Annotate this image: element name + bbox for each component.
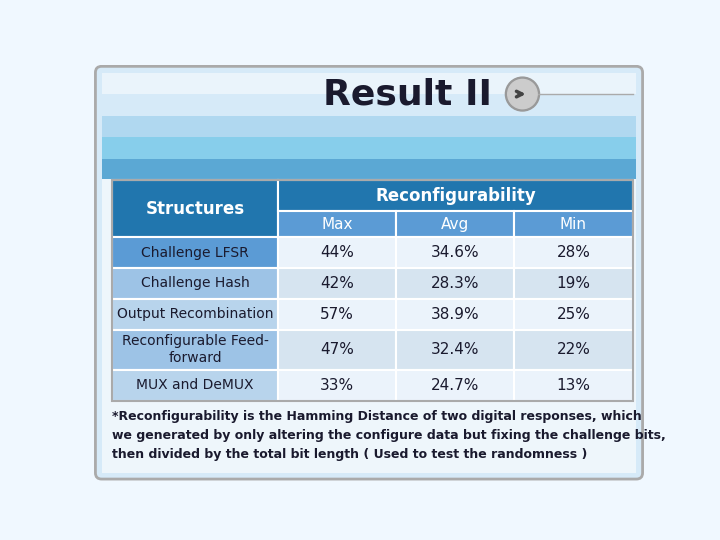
Bar <box>514 370 632 401</box>
Text: 42%: 42% <box>320 276 354 291</box>
Bar <box>396 330 514 370</box>
Text: 57%: 57% <box>320 307 354 322</box>
Bar <box>112 299 279 330</box>
Text: Challenge LFSR: Challenge LFSR <box>141 246 249 260</box>
Bar <box>112 370 279 401</box>
Circle shape <box>508 79 537 109</box>
Bar <box>514 211 632 237</box>
Bar <box>396 237 514 268</box>
Text: Reconfigurability: Reconfigurability <box>375 187 536 205</box>
Text: Max: Max <box>321 217 353 232</box>
Bar <box>102 94 636 116</box>
Circle shape <box>505 77 539 111</box>
Text: *Reconfigurability is the Hamming Distance of two digital responses, which
we ge: *Reconfigurability is the Hamming Distan… <box>112 410 665 461</box>
Bar <box>102 179 636 473</box>
FancyBboxPatch shape <box>96 66 642 479</box>
Bar <box>396 370 514 401</box>
Bar <box>396 211 514 237</box>
Text: 28.3%: 28.3% <box>431 276 480 291</box>
Bar <box>112 180 632 401</box>
Text: 34.6%: 34.6% <box>431 245 480 260</box>
Bar <box>102 159 636 180</box>
Bar <box>112 330 279 370</box>
Bar <box>102 137 636 159</box>
Bar <box>396 268 514 299</box>
Bar <box>514 237 632 268</box>
Bar <box>112 268 279 299</box>
Text: 25%: 25% <box>557 307 590 322</box>
Text: 38.9%: 38.9% <box>431 307 480 322</box>
Text: Avg: Avg <box>441 217 469 232</box>
Bar <box>279 299 396 330</box>
Bar <box>279 268 396 299</box>
Bar <box>514 299 632 330</box>
Bar <box>279 330 396 370</box>
Bar <box>102 116 636 137</box>
Text: 28%: 28% <box>557 245 590 260</box>
Bar <box>279 370 396 401</box>
Text: Structures: Structures <box>145 200 245 218</box>
Text: 24.7%: 24.7% <box>431 377 480 393</box>
Text: 13%: 13% <box>557 377 590 393</box>
Text: 33%: 33% <box>320 377 354 393</box>
Text: 47%: 47% <box>320 342 354 357</box>
Text: 19%: 19% <box>557 276 590 291</box>
Bar <box>279 211 396 237</box>
Text: Min: Min <box>560 217 587 232</box>
Text: Result II: Result II <box>323 77 492 111</box>
Text: Reconfigurable Feed-
forward: Reconfigurable Feed- forward <box>122 334 269 366</box>
Text: Output Recombination: Output Recombination <box>117 307 274 321</box>
Bar <box>396 299 514 330</box>
Bar <box>112 180 279 237</box>
Bar <box>102 72 636 94</box>
Text: 44%: 44% <box>320 245 354 260</box>
Bar <box>514 268 632 299</box>
Bar <box>112 237 279 268</box>
Text: 22%: 22% <box>557 342 590 357</box>
Bar <box>514 330 632 370</box>
Text: Challenge Hash: Challenge Hash <box>140 276 249 291</box>
Bar <box>279 180 632 211</box>
Text: MUX and DeMUX: MUX and DeMUX <box>136 378 253 392</box>
Text: 32.4%: 32.4% <box>431 342 480 357</box>
Bar <box>279 237 396 268</box>
